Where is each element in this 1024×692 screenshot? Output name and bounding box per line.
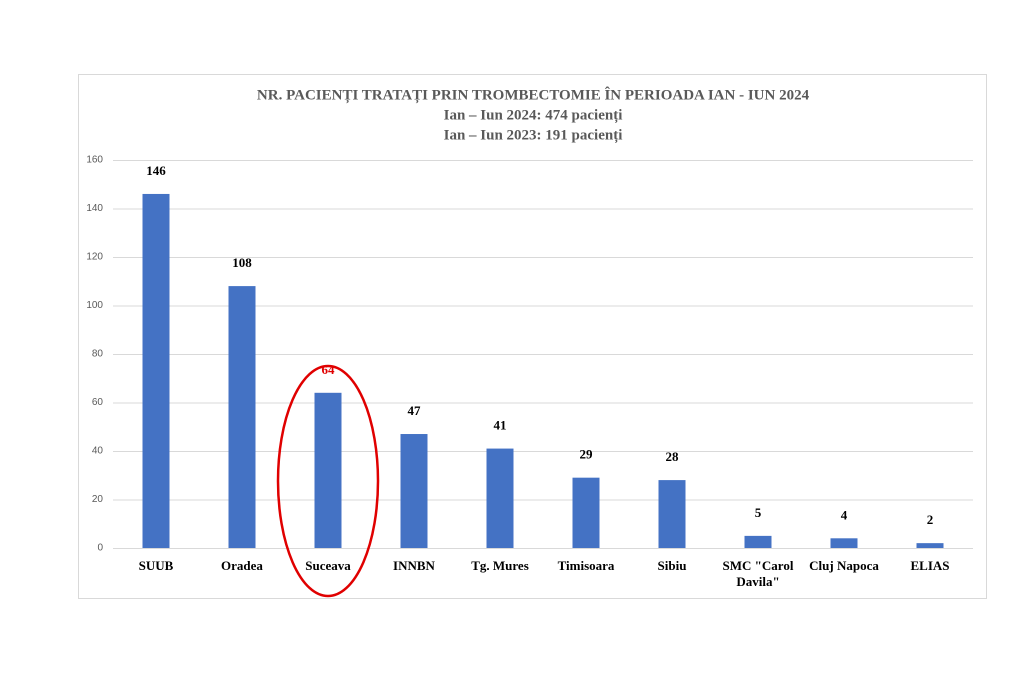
x-tick-label: Cluj Napoca xyxy=(809,558,879,573)
x-tick-label: INNBN xyxy=(393,558,436,573)
bar xyxy=(400,434,428,548)
y-tick-label: 100 xyxy=(86,300,103,311)
x-tick-label: Suceava xyxy=(305,558,351,573)
y-tick-label: 80 xyxy=(92,349,104,360)
x-tick-label: SUUB xyxy=(139,558,174,573)
chart-title: NR. PACIENȚI TRATAȚI PRIN TROMBECTOMIE Î… xyxy=(257,86,810,103)
value-label: 5 xyxy=(755,505,762,520)
y-tick-label: 0 xyxy=(97,543,103,554)
chart-subtitle: Ian – Iun 2023: 191 pacienți xyxy=(444,127,623,143)
bar xyxy=(486,448,514,548)
bar xyxy=(314,392,342,548)
bar xyxy=(658,480,686,548)
bar xyxy=(830,538,858,548)
x-tick-label: Tg. Mures xyxy=(471,558,529,573)
value-label: 4 xyxy=(841,507,848,522)
value-label: 47 xyxy=(408,403,422,418)
x-tick-label: Oradea xyxy=(221,558,263,573)
y-tick-label: 120 xyxy=(86,252,103,263)
chart-subtitle: Ian – Iun 2024: 474 pacienți xyxy=(444,107,623,123)
x-tick-label: Timisoara xyxy=(558,558,615,573)
bar xyxy=(744,535,772,548)
y-tick-label: 140 xyxy=(86,203,103,214)
bar xyxy=(916,543,944,548)
y-tick-label: 40 xyxy=(92,446,104,457)
value-label: 2 xyxy=(927,512,934,527)
value-label: 64 xyxy=(322,362,336,377)
value-label: 29 xyxy=(580,447,594,462)
x-tick-label: ELIAS xyxy=(910,558,949,573)
value-label: 108 xyxy=(232,255,252,270)
value-label: 41 xyxy=(494,418,507,433)
bar xyxy=(228,286,256,548)
bar xyxy=(572,477,600,548)
x-tick-label: Sibiu xyxy=(658,558,687,573)
bar xyxy=(142,193,170,548)
y-tick-label: 60 xyxy=(92,397,104,408)
x-tick-label: SMC "Carol Davila" xyxy=(723,558,794,589)
value-label: 28 xyxy=(666,449,680,464)
value-label: 146 xyxy=(146,163,166,178)
y-tick-label: 160 xyxy=(86,155,103,166)
highlight-circle xyxy=(276,364,380,598)
plot-area: 0 20 40 60 80 100 120 140 160 SUUB 146 Oradea 108 Suc… xyxy=(86,155,973,589)
y-tick-label: 20 xyxy=(92,494,104,505)
chart-frame xyxy=(78,74,987,599)
